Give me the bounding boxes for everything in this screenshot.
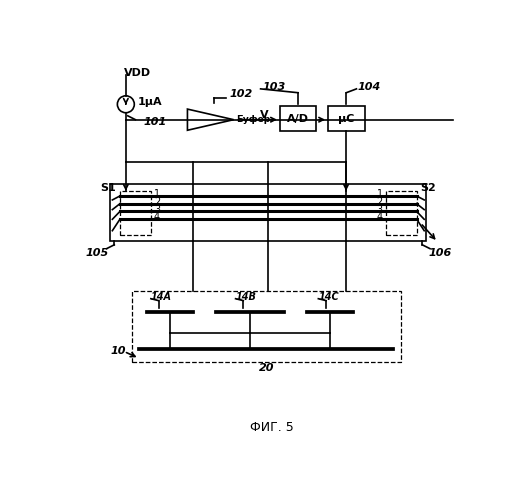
Text: 14B: 14B <box>236 292 256 302</box>
Bar <box>132 291 401 362</box>
Bar <box>120 191 151 235</box>
Text: V: V <box>260 110 269 120</box>
Text: S2: S2 <box>421 183 436 193</box>
Text: 101: 101 <box>143 118 166 128</box>
Bar <box>386 191 416 235</box>
Text: 2: 2 <box>376 197 383 207</box>
Text: 106: 106 <box>428 248 451 258</box>
Bar <box>110 184 426 241</box>
Text: 103: 103 <box>262 82 286 92</box>
Text: 14C: 14C <box>319 292 339 302</box>
Text: 4: 4 <box>376 212 383 222</box>
Text: 3: 3 <box>154 205 160 215</box>
Text: Буфер: Буфер <box>236 115 270 124</box>
Text: 4: 4 <box>154 212 160 222</box>
Text: 1: 1 <box>376 190 383 200</box>
Polygon shape <box>187 109 234 130</box>
Text: μC: μC <box>338 114 354 124</box>
Text: VDD: VDD <box>124 68 151 78</box>
Text: 1: 1 <box>154 190 160 200</box>
Text: 14A: 14A <box>151 292 172 302</box>
Text: 20: 20 <box>259 363 274 373</box>
Text: 104: 104 <box>357 82 381 92</box>
Text: A/D: A/D <box>287 114 309 124</box>
Bar <box>328 106 365 131</box>
Bar <box>280 106 316 131</box>
Text: 102: 102 <box>230 88 253 99</box>
Text: ФИГ. 5: ФИГ. 5 <box>250 421 294 434</box>
Text: 2: 2 <box>154 197 160 207</box>
Text: 3: 3 <box>376 205 383 215</box>
Text: 1μA: 1μA <box>138 98 163 108</box>
Text: S1: S1 <box>100 183 116 193</box>
Text: 10: 10 <box>110 346 126 356</box>
Text: 105: 105 <box>85 248 108 258</box>
